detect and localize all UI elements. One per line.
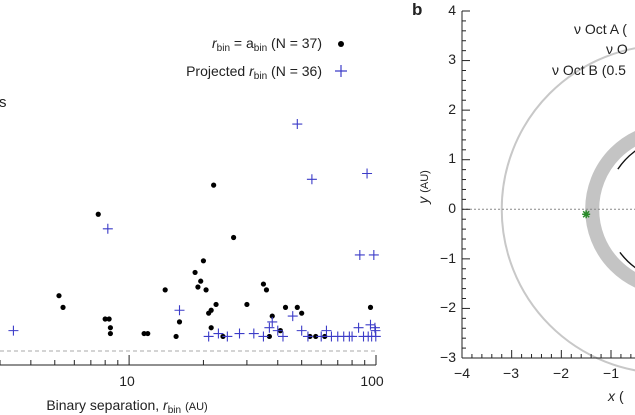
plus-point bbox=[213, 328, 224, 339]
dot-point bbox=[95, 211, 101, 217]
dot-point bbox=[244, 301, 250, 308]
plus-point bbox=[292, 119, 303, 130]
plus-point bbox=[368, 249, 379, 260]
plus-point bbox=[267, 316, 278, 327]
x-tick-label: −2 bbox=[553, 365, 569, 381]
legend-b-line3: ν Oct B (0.5 bbox=[552, 62, 626, 78]
y-tick-label: 3 bbox=[448, 51, 456, 67]
dot-point bbox=[282, 304, 289, 310]
dot-point bbox=[56, 293, 62, 299]
y-tick-labels-b: 4 3 2 1 0 −1 −2 −3 bbox=[440, 2, 456, 365]
plus-point bbox=[370, 331, 381, 342]
ticks-b bbox=[461, 10, 632, 359]
dot-point bbox=[208, 325, 214, 331]
legend-b-line1: ν Oct A ( bbox=[574, 21, 627, 37]
partial-side-label: s bbox=[0, 94, 7, 111]
x-axis-title-a: Binary separation, rbin (AU) bbox=[46, 397, 207, 415]
dot-point bbox=[313, 333, 319, 340]
legend-plus-label: Projected rbin (N = 36) bbox=[186, 63, 322, 82]
y-tick-label: −2 bbox=[440, 299, 456, 315]
plus-point bbox=[258, 331, 269, 342]
x-tick-label: −1 bbox=[603, 365, 619, 381]
dot-point bbox=[211, 182, 217, 188]
plus-point bbox=[362, 168, 373, 179]
legend-dots-label: rbin = abin (N = 37) bbox=[212, 35, 322, 54]
outer-orbit bbox=[500, 47, 635, 372]
star-marker bbox=[582, 210, 591, 219]
plus-point bbox=[264, 322, 275, 333]
dot-point bbox=[367, 304, 374, 310]
y-tick-label: −1 bbox=[440, 250, 456, 266]
plus-point bbox=[222, 331, 233, 342]
y-tick-label: 1 bbox=[448, 150, 456, 166]
plus-point bbox=[316, 331, 327, 342]
x-tick-label: −4 bbox=[454, 365, 470, 381]
dot-point bbox=[176, 319, 183, 325]
dot-point bbox=[213, 301, 219, 308]
dot-point bbox=[198, 278, 204, 284]
x-tick-label: −3 bbox=[503, 365, 519, 381]
inner-orbit-arc-upper bbox=[617, 150, 635, 170]
plus-point bbox=[203, 331, 214, 342]
x-tick-label-10: 10 bbox=[119, 373, 135, 389]
plus-point bbox=[8, 325, 19, 336]
dot-point bbox=[60, 304, 66, 310]
plus-point bbox=[102, 223, 113, 234]
dot-point bbox=[102, 316, 108, 322]
plus-point bbox=[248, 328, 259, 339]
plus-point bbox=[306, 174, 317, 185]
y-tick-label: 0 bbox=[448, 200, 456, 216]
dot-point bbox=[162, 287, 168, 293]
plus-point bbox=[365, 319, 376, 330]
dot-point bbox=[195, 284, 201, 290]
x-axis-title-b: x( bbox=[607, 388, 624, 404]
panel-a: rbin = abin (N = 37) Projected rbin (N =… bbox=[0, 35, 384, 415]
dot-point bbox=[260, 281, 267, 287]
dot-point bbox=[266, 333, 272, 340]
plus-point bbox=[277, 331, 288, 342]
plus-point bbox=[353, 322, 364, 333]
plus-point bbox=[174, 305, 185, 316]
dot-point bbox=[230, 234, 237, 241]
plus-point bbox=[272, 325, 283, 336]
legend-plus-marker bbox=[335, 65, 347, 77]
plus-point bbox=[354, 249, 365, 260]
plus-point bbox=[302, 331, 313, 342]
dot-point bbox=[294, 304, 300, 310]
inner-orbit-band bbox=[585, 130, 635, 288]
dot-point bbox=[192, 269, 198, 276]
y-axis-title-b: y(AU) bbox=[415, 170, 431, 205]
dot-point bbox=[107, 330, 114, 337]
y-tick-label: −3 bbox=[440, 349, 456, 365]
panel-b: b 4 3 2 1 0 −1 −2 −3 −4 −3 −2 bbox=[412, 0, 635, 404]
plus-point bbox=[321, 325, 332, 336]
plus-point bbox=[234, 328, 245, 339]
dot-point bbox=[107, 325, 114, 331]
dot-point bbox=[299, 310, 305, 316]
y-tick-label: 4 bbox=[448, 2, 456, 18]
dot-point bbox=[200, 258, 207, 264]
x-tick-labels-b: −4 −3 −2 −1 bbox=[454, 365, 619, 381]
dot-point bbox=[269, 313, 275, 319]
dot-point bbox=[208, 307, 214, 313]
dot-point bbox=[263, 287, 270, 293]
dot-point bbox=[145, 330, 151, 337]
dot-point bbox=[141, 330, 147, 337]
dot-point bbox=[173, 333, 179, 340]
inner-orbit-arc-lower bbox=[619, 251, 635, 269]
y-tick-label: 2 bbox=[448, 101, 456, 117]
scatter-points bbox=[8, 119, 381, 342]
plus-point bbox=[296, 325, 307, 336]
plus-point bbox=[287, 311, 298, 322]
dot-point bbox=[203, 287, 209, 293]
legend-dot-marker bbox=[338, 41, 344, 47]
x-ticks-a bbox=[0, 355, 377, 365]
plus-point bbox=[347, 331, 358, 342]
x-tick-label-100: 100 bbox=[360, 373, 384, 389]
panel-label-b: b bbox=[412, 0, 422, 19]
dot-point bbox=[106, 316, 112, 322]
legend-b-line2: ν O bbox=[606, 41, 628, 57]
